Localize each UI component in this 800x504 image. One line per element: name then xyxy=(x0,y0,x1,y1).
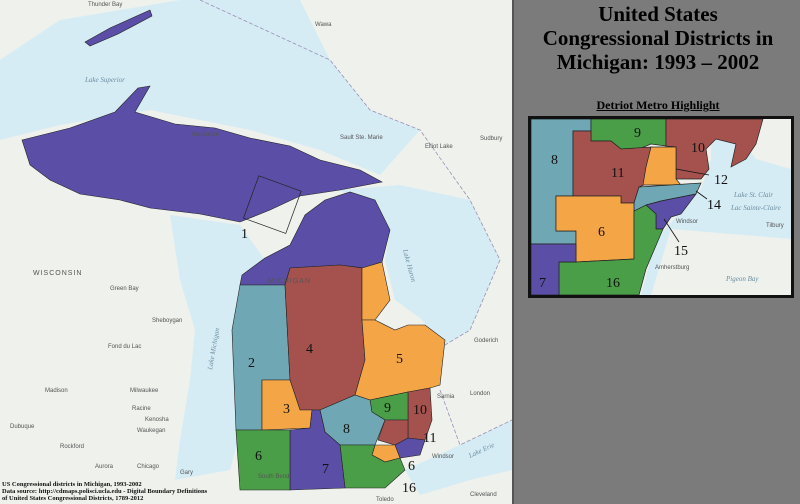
district-label: 8 xyxy=(343,422,350,437)
district-4 xyxy=(284,264,366,411)
place-label: Sault Ste. Marie xyxy=(340,135,383,141)
district-label: 10 xyxy=(691,141,705,156)
district-label: 11 xyxy=(423,431,436,446)
state-border xyxy=(199,0,512,446)
place-label: Thunder Bay xyxy=(88,2,122,8)
district-label: 3 xyxy=(283,402,290,417)
place-label: Tilbury xyxy=(766,223,784,229)
place-label: Toledo xyxy=(376,497,394,503)
place-label: Elliot Lake xyxy=(425,144,453,150)
place-label: Sarnia xyxy=(437,394,455,400)
place-label: Cleveland xyxy=(470,492,497,498)
place-label: Fond du Lac xyxy=(108,344,141,350)
michigan-district-map: 1 2 3 4 5 6 7 8 9 10 11 6 16 Thunder Bay… xyxy=(0,0,512,504)
district-label: 6 xyxy=(255,449,262,464)
inset-water xyxy=(641,139,791,295)
district-label: 8 xyxy=(551,153,558,168)
inset-district-16 xyxy=(558,204,664,295)
credit-line: US Congressional districts in Michigan, … xyxy=(2,481,142,488)
credit-line: of United States Congressional Districts… xyxy=(2,495,144,502)
inset-district-7 xyxy=(531,243,577,295)
lake-huron xyxy=(340,185,500,345)
inset-extent-box xyxy=(243,175,302,234)
place-label: Rockford xyxy=(60,444,84,450)
inset-district-labels: 8 9 10 11 12 14 6 15 7 16 xyxy=(539,126,728,291)
place-label: London xyxy=(470,391,490,397)
place-label: Amherstburg xyxy=(655,265,689,271)
district-16 xyxy=(339,444,406,489)
title-line: United States xyxy=(598,2,718,26)
district-label: 11 xyxy=(611,166,624,181)
place-label: Milwaukee xyxy=(130,388,159,394)
place-label: Marquette xyxy=(192,132,220,138)
place-label: Wawa xyxy=(315,22,332,28)
place-label: Windsor xyxy=(676,219,698,225)
district-label: 12 xyxy=(714,173,728,188)
district-label: 4 xyxy=(306,342,313,357)
lake-label: Pigeon Bay xyxy=(725,275,759,283)
place-label: WISCONSIN xyxy=(33,270,82,277)
district-label: 16 xyxy=(606,276,620,291)
place-label: Chicago xyxy=(137,464,160,470)
lake-label: Lac Sainte-Claire xyxy=(730,204,781,212)
district-label: 5 xyxy=(396,352,403,367)
district-label: 9 xyxy=(384,401,391,416)
place-label: Windsor xyxy=(432,454,454,460)
title-line: Michigan: 1993 – 2002 xyxy=(556,50,760,74)
place-labels: Thunder Bay Wawa Marquette Sault Ste. Ma… xyxy=(10,2,502,503)
place-label: South Bend xyxy=(258,474,289,480)
place-label: Dubuque xyxy=(10,424,35,430)
lake-label: Lake St. Clair xyxy=(733,191,773,199)
place-label: Green Bay xyxy=(110,286,139,292)
place-label: Waukegan xyxy=(137,428,165,434)
leader-line xyxy=(663,218,680,243)
place-label: Racine xyxy=(132,406,151,412)
district-6 xyxy=(235,429,291,491)
district-label: 16 xyxy=(402,481,416,496)
place-label: Kenosha xyxy=(145,417,169,423)
place-label: Madison xyxy=(45,388,68,394)
data-credit: US Congressional districts in Michigan, … xyxy=(2,481,207,502)
district-label: 7 xyxy=(539,276,546,291)
district-label: 7 xyxy=(322,462,329,477)
detroit-inset-map: 8 9 10 11 12 14 6 15 7 16 Lake St. Clair… xyxy=(528,116,794,298)
district-5-north xyxy=(361,261,391,321)
credit-line: Data source: http://cdmaps.polisci.ucla.… xyxy=(2,488,208,495)
district-label: 6 xyxy=(408,459,415,474)
isle-royale xyxy=(84,9,153,47)
district-label: 9 xyxy=(634,126,641,141)
place-label: Aurora xyxy=(95,464,114,470)
district-labels: 1 2 3 4 5 6 7 8 9 10 11 6 16 xyxy=(241,227,436,496)
district-label: 6 xyxy=(598,225,605,240)
district-label: 1 xyxy=(241,227,248,242)
district-label: 15 xyxy=(674,244,688,259)
map-title: United States Congressional Districts in… xyxy=(514,2,800,74)
lake-superior xyxy=(0,0,420,175)
place-label: Goderich xyxy=(474,338,498,344)
lake-erie xyxy=(405,420,512,495)
leader-line xyxy=(675,168,710,176)
place-label: MICHIGAN xyxy=(268,278,311,285)
district-label: 14 xyxy=(707,198,721,213)
place-label: Sudbury xyxy=(480,136,502,142)
district-7 xyxy=(289,409,346,491)
place-label: Gary xyxy=(180,470,193,476)
district-label: 2 xyxy=(248,356,255,371)
title-line: Congressional Districts in xyxy=(542,26,774,50)
lake-label: Lake Superior xyxy=(84,76,125,84)
title-panel: United States Congressional Districts in… xyxy=(512,0,800,504)
district-label: 10 xyxy=(413,403,427,418)
place-label: Sheboygan xyxy=(152,318,182,324)
inset-title: Detriot Metro Highlight xyxy=(596,98,720,112)
leader-line xyxy=(695,190,708,200)
